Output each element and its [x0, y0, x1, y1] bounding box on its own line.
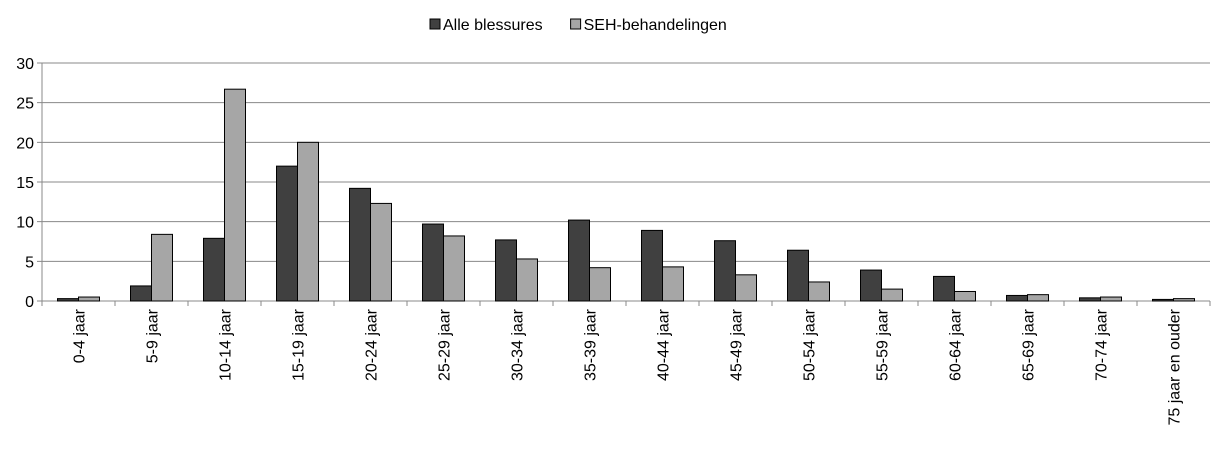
x-tick-label: 45-49 jaar [729, 308, 746, 381]
bar [57, 298, 79, 302]
x-tick-label: 0-4 jaar [72, 308, 89, 363]
bar [349, 187, 371, 302]
bar [495, 239, 517, 302]
x-tick-label: 75 jaar en ouder [1167, 308, 1184, 425]
bar [954, 290, 976, 302]
x-tick-label: 5-9 jaar [145, 308, 162, 363]
bar [130, 285, 152, 302]
legend-label: SEH-behandelingen [584, 17, 727, 34]
bar [78, 296, 100, 302]
bar [370, 202, 392, 302]
bar [589, 267, 611, 302]
y-tick-label: 15 [16, 175, 34, 192]
bar [151, 233, 173, 302]
bar [1173, 298, 1195, 302]
y-tick-label: 30 [16, 56, 34, 73]
bar [422, 223, 444, 302]
bar [224, 88, 246, 302]
y-tick-label: 5 [25, 254, 34, 271]
bar [443, 235, 465, 302]
bar [714, 240, 736, 302]
x-tick-label: 25-29 jaar [437, 308, 454, 381]
x-tick-label: 40-44 jaar [656, 308, 673, 381]
legend-swatch [429, 18, 441, 30]
bar [1152, 298, 1174, 302]
y-tick-label: 20 [16, 135, 34, 152]
x-tick-label: 50-54 jaar [802, 308, 819, 381]
bar [1027, 294, 1049, 302]
x-tick-label: 15-19 jaar [291, 308, 308, 381]
x-tick-label: 60-64 jaar [948, 308, 965, 381]
bar [276, 165, 298, 302]
bar [860, 269, 882, 302]
bar [1006, 294, 1028, 302]
bar [933, 275, 955, 302]
bar [1100, 296, 1122, 302]
legend-swatch [570, 18, 582, 30]
bar [735, 274, 757, 302]
bar [203, 237, 225, 302]
x-tick-label: 35-39 jaar [583, 308, 600, 381]
y-tick-label: 0 [25, 294, 34, 311]
x-tick-label: 20-24 jaar [364, 308, 381, 381]
bar [641, 229, 663, 302]
x-tick-label: 70-74 jaar [1094, 308, 1111, 381]
bar [808, 281, 830, 302]
bar [568, 219, 590, 302]
bar [787, 249, 809, 302]
x-tick-label: 30-34 jaar [510, 308, 527, 381]
x-tick-label: 65-69 jaar [1021, 308, 1038, 381]
bar [662, 266, 684, 302]
y-tick-label: 10 [16, 215, 34, 232]
y-tick-label: 25 [16, 96, 34, 113]
x-tick-label: 55-59 jaar [875, 308, 892, 381]
bar [297, 141, 319, 302]
bar [516, 258, 538, 302]
legend-label: Alle blessures [443, 17, 543, 34]
bar [1079, 297, 1101, 302]
bar [881, 288, 903, 302]
x-tick-label: 10-14 jaar [218, 308, 235, 381]
